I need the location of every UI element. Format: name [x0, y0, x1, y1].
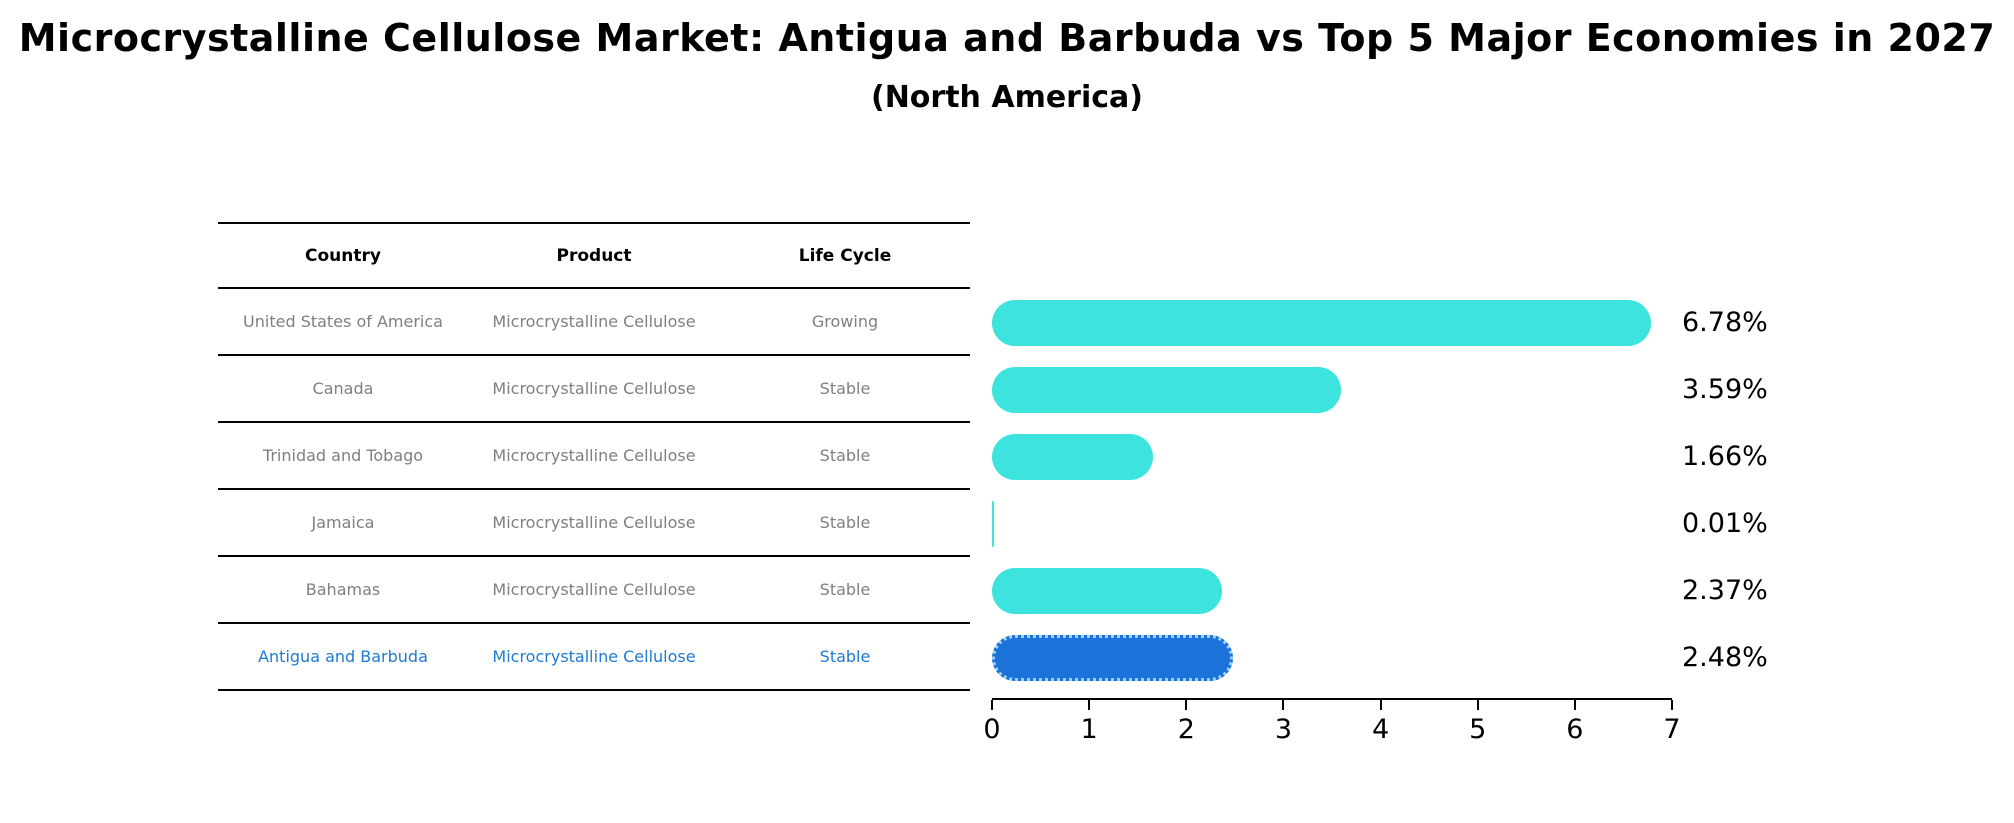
- bar-row: [992, 289, 1672, 356]
- x-axis-tick: [1088, 700, 1091, 710]
- cell-country: Trinidad and Tobago: [262, 446, 424, 465]
- value-label: 1.66%: [1682, 441, 1768, 472]
- column-header-product: Product: [556, 245, 632, 266]
- cell-life-cycle: Stable: [819, 647, 871, 666]
- value-label: 2.37%: [1682, 575, 1768, 606]
- x-axis-tick: [1671, 700, 1673, 710]
- bar: [992, 500, 995, 547]
- x-axis-tick-label: 2: [1177, 714, 1195, 745]
- value-labels: 6.78% 3.59% 1.66% 0.01% 2.37% 2.48%: [1682, 289, 1768, 691]
- bar-chart: [992, 289, 1672, 691]
- cell-country: Antigua and Barbuda: [258, 647, 428, 666]
- table-row: Jamaica Microcrystalline Cellulose Stabl…: [218, 490, 970, 557]
- x-axis-tick: [1379, 700, 1382, 710]
- x-axis-tick-label: 6: [1566, 714, 1584, 745]
- cell-product: Microcrystalline Cellulose: [492, 312, 696, 331]
- cell-product: Microcrystalline Cellulose: [492, 580, 696, 599]
- table-header-row: Country Product Life Cycle: [218, 222, 970, 289]
- x-axis-tick: [1573, 700, 1576, 710]
- x-axis-tick: [991, 700, 993, 710]
- x-axis-tick-label: 0: [983, 714, 1001, 745]
- value-label: 0.01%: [1682, 508, 1768, 539]
- cell-life-cycle: Stable: [819, 446, 871, 465]
- cell-product: Microcrystalline Cellulose: [492, 446, 696, 465]
- bar: [992, 567, 1223, 614]
- x-axis-tick-label: 1: [1080, 714, 1098, 745]
- x-axis-tick: [1282, 700, 1285, 710]
- bar-row: [992, 557, 1672, 624]
- bar: [992, 366, 1341, 413]
- value-label: 6.78%: [1682, 307, 1768, 338]
- cell-country: Bahamas: [305, 580, 381, 599]
- x-axis-tick-label: 3: [1274, 714, 1293, 745]
- value-label: 3.59%: [1682, 374, 1768, 405]
- cell-life-cycle: Stable: [819, 580, 871, 599]
- cell-country: Canada: [312, 379, 374, 398]
- cell-life-cycle: Growing: [811, 312, 879, 331]
- cell-country: Jamaica: [311, 513, 375, 532]
- cell-country: United States of America: [243, 312, 443, 331]
- table-row: Canada Microcrystalline Cellulose Stable: [218, 356, 970, 423]
- table-row-highlighted: Antigua and Barbuda Microcrystalline Cel…: [218, 624, 970, 691]
- x-axis-tick-label: 7: [1663, 714, 1681, 745]
- bar: [992, 433, 1154, 480]
- bar-row: [992, 624, 1672, 691]
- page-subtitle: (North America): [870, 80, 1143, 115]
- bar-row: [992, 423, 1672, 490]
- column-header-life-cycle: Life Cycle: [798, 245, 892, 266]
- comparison-table: Country Product Life Cycle United States…: [218, 222, 970, 691]
- page-title: Microcrystalline Cellulose Market: Antig…: [18, 16, 1996, 60]
- cell-life-cycle: Stable: [819, 379, 871, 398]
- bar-highlighted: [992, 634, 1233, 681]
- x-axis-tick-label: 4: [1371, 714, 1390, 745]
- cell-product: Microcrystalline Cellulose: [492, 379, 696, 398]
- table-row: Bahamas Microcrystalline Cellulose Stabl…: [218, 557, 970, 624]
- cell-product: Microcrystalline Cellulose: [492, 647, 696, 666]
- x-axis-tick-label: 5: [1469, 714, 1487, 745]
- table-row: Trinidad and Tobago Microcrystalline Cel…: [218, 423, 970, 490]
- bar: [992, 299, 1651, 346]
- bar-row: [992, 490, 1672, 557]
- x-axis-tick: [1185, 700, 1188, 710]
- cell-product: Microcrystalline Cellulose: [492, 513, 696, 532]
- table-row: United States of America Microcrystallin…: [218, 289, 970, 356]
- column-header-country: Country: [305, 245, 381, 266]
- cell-life-cycle: Stable: [819, 513, 871, 532]
- x-axis: 0 1 2 3 4 5 6 7: [983, 698, 1681, 748]
- value-label: 2.48%: [1682, 642, 1768, 673]
- x-axis-tick: [1476, 700, 1479, 710]
- bar-row: [992, 356, 1672, 423]
